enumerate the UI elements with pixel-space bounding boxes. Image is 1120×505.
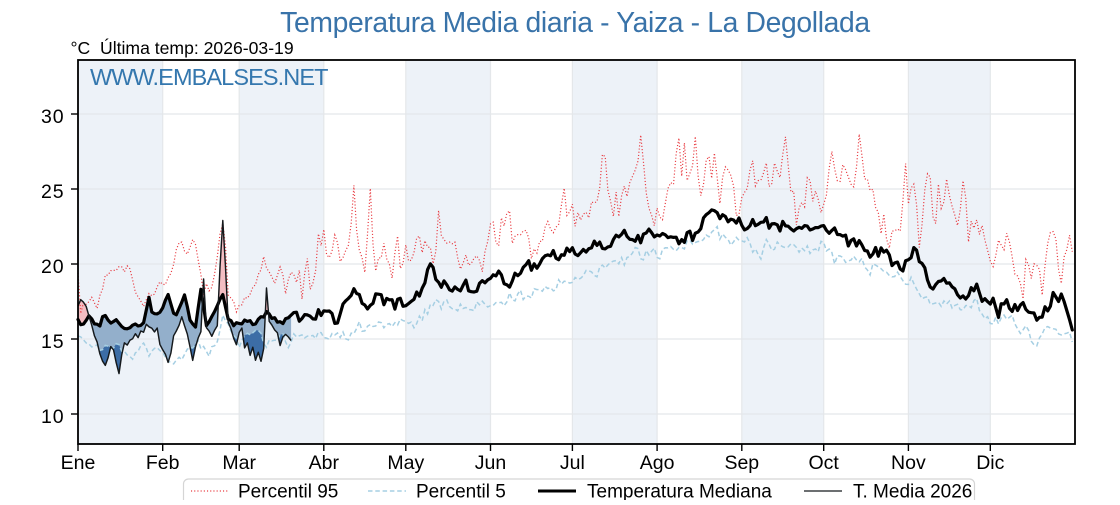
svg-text:Oct: Oct [809, 452, 840, 474]
svg-text:Feb: Feb [146, 452, 180, 474]
svg-text:Percentil 5: Percentil 5 [416, 482, 506, 501]
svg-text:Ago: Ago [640, 452, 675, 474]
svg-text:30: 30 [41, 106, 65, 128]
svg-text:15: 15 [41, 331, 65, 353]
svg-text:Jun: Jun [475, 452, 506, 474]
svg-text:Nov: Nov [891, 452, 926, 474]
svg-text:Abr: Abr [309, 452, 340, 474]
svg-text:20: 20 [41, 256, 65, 278]
svg-text:WWW.EMBALSES.NET: WWW.EMBALSES.NET [90, 64, 328, 90]
svg-text:Ene: Ene [61, 452, 96, 474]
svg-text:Temperatura Media diaria - Yai: Temperatura Media diaria - Yaiza - La De… [280, 6, 870, 38]
svg-text:Mar: Mar [222, 452, 256, 474]
svg-text:T. Media 2026: T. Media 2026 [853, 482, 972, 501]
svg-text:May: May [387, 452, 424, 474]
svg-text:Última temp: 2026-03-19: Última temp: 2026-03-19 [100, 37, 294, 58]
svg-text:10: 10 [41, 406, 65, 428]
svg-text:Percentil 95: Percentil 95 [238, 482, 338, 501]
svg-text:°C: °C [71, 38, 91, 58]
svg-text:Temperatura Mediana: Temperatura Mediana [587, 482, 772, 501]
svg-text:25: 25 [41, 181, 65, 203]
svg-text:Dic: Dic [976, 452, 1004, 474]
svg-text:Sep: Sep [724, 452, 759, 474]
svg-text:Jul: Jul [560, 452, 585, 474]
